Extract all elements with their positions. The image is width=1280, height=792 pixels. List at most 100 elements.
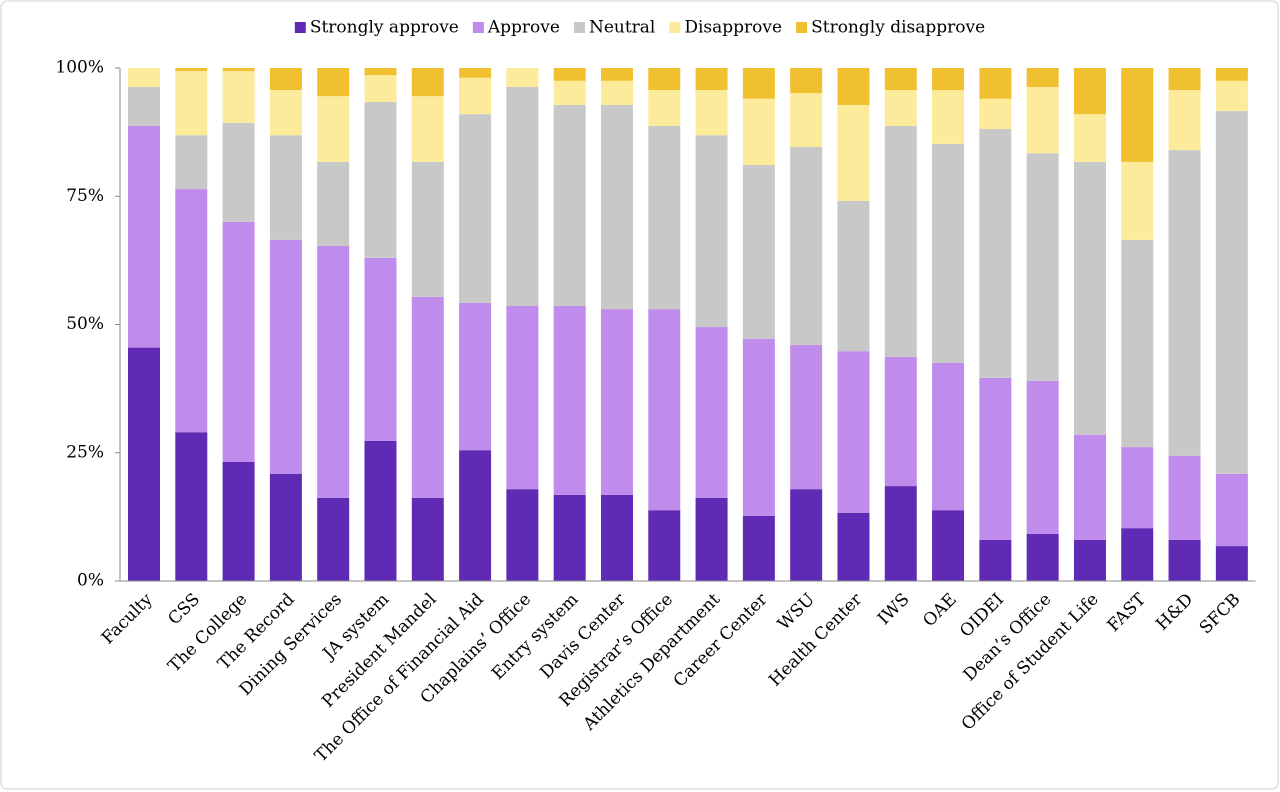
bar-segment [932, 143, 965, 363]
bar-segment [459, 77, 492, 115]
bar-segment [222, 71, 255, 123]
bar-segment [222, 461, 255, 581]
bar-segment [175, 68, 208, 72]
bar-segment [837, 351, 870, 513]
bar-segment [790, 93, 823, 148]
bar-segment [1215, 473, 1248, 547]
bar-segment [600, 494, 633, 581]
bar-segment [790, 345, 823, 490]
bar-segment [127, 347, 160, 581]
bar-segment [1073, 68, 1106, 115]
bar-segment [1121, 161, 1154, 240]
bar-segment [459, 114, 492, 303]
bar-segment [317, 96, 350, 162]
bar-segment [932, 510, 965, 581]
bar-segment [175, 135, 208, 190]
bar-segment [506, 306, 539, 490]
bar-segment [648, 68, 681, 91]
y-tick-label: 100% [55, 58, 104, 78]
bar-segment [1215, 68, 1248, 81]
bar-segment [1215, 80, 1248, 112]
bar-segment [317, 161, 350, 247]
legend: Strongly approve Approve Neutral Disapprove… [294, 18, 985, 38]
bar-segment [695, 90, 728, 136]
legend-swatch [472, 22, 484, 33]
bar-segment [648, 309, 681, 511]
bar-segment [695, 68, 728, 91]
legend-swatch [573, 22, 585, 33]
bar-segment [695, 497, 728, 581]
legend-label: Approve [487, 18, 560, 38]
bar-segment [979, 68, 1012, 99]
bar-segment [1121, 528, 1154, 581]
bar-segment [884, 90, 917, 126]
bar-segment [837, 68, 870, 105]
bar-segment [553, 80, 586, 105]
bar-segment [506, 86, 539, 307]
bar-segment [1026, 68, 1059, 87]
bar-segment [506, 489, 539, 581]
bar-segment [742, 68, 775, 99]
bar-segment [553, 306, 586, 495]
bar-segment [884, 68, 917, 91]
bar-segment [1168, 150, 1201, 456]
bar-segment [884, 125, 917, 357]
y-tick-label: 25% [66, 442, 104, 462]
bar-segment [600, 309, 633, 495]
bar-segment [1026, 380, 1059, 534]
bar-segment [364, 101, 397, 258]
bar-segment [553, 104, 586, 307]
bar-segment [837, 104, 870, 201]
bar-segment [837, 200, 870, 352]
bar-segment [1026, 153, 1059, 381]
bar-segment [1168, 539, 1201, 581]
bar-segment [1121, 68, 1154, 162]
bar-segment [1073, 539, 1106, 581]
bar-segment [1073, 161, 1106, 435]
bar-segment [884, 486, 917, 581]
bar-segment [1073, 434, 1106, 540]
bar-segment [1073, 114, 1106, 162]
bar-segment [506, 68, 539, 87]
bar-segment [932, 362, 965, 511]
legend-label: Disapprove [684, 18, 782, 38]
bar-segment [600, 68, 633, 81]
bar-segment [553, 68, 586, 81]
bar-segment [884, 356, 917, 487]
bar-segment [459, 68, 492, 78]
bar-segment [222, 68, 255, 72]
legend-swatch [294, 22, 306, 33]
bar-segment [600, 104, 633, 310]
bar-segment [790, 68, 823, 94]
bar-segment [979, 377, 1012, 540]
bar-segment [648, 125, 681, 310]
bar-segment [175, 189, 208, 433]
bar-segment [269, 135, 302, 240]
bar-segment [648, 90, 681, 126]
bar-segment [742, 98, 775, 165]
bar-segment [979, 539, 1012, 581]
bar-segment [317, 246, 350, 498]
y-tick-label: 0% [77, 571, 104, 591]
bar-segment [932, 90, 965, 144]
bar-segment [269, 473, 302, 581]
bar-segment [600, 80, 633, 105]
y-tick-label: 75% [66, 186, 104, 206]
bar-segment [695, 135, 728, 328]
bar-segment [459, 302, 492, 451]
bar-segment [364, 440, 397, 581]
bar-segment [932, 68, 965, 91]
bar-segment [1215, 546, 1248, 581]
bar-segment [222, 221, 255, 462]
bar-segment [1215, 111, 1248, 474]
bar-segment [127, 68, 160, 87]
legend-label: Strongly approve [310, 18, 459, 38]
bar-segment [979, 129, 1012, 378]
bar-segment [411, 161, 444, 297]
bar-segment [1026, 533, 1059, 581]
y-tick-label: 50% [66, 314, 104, 334]
bar-segment [317, 497, 350, 581]
bar-segment [1026, 86, 1059, 154]
legend-label: Strongly disapprove [811, 18, 985, 38]
